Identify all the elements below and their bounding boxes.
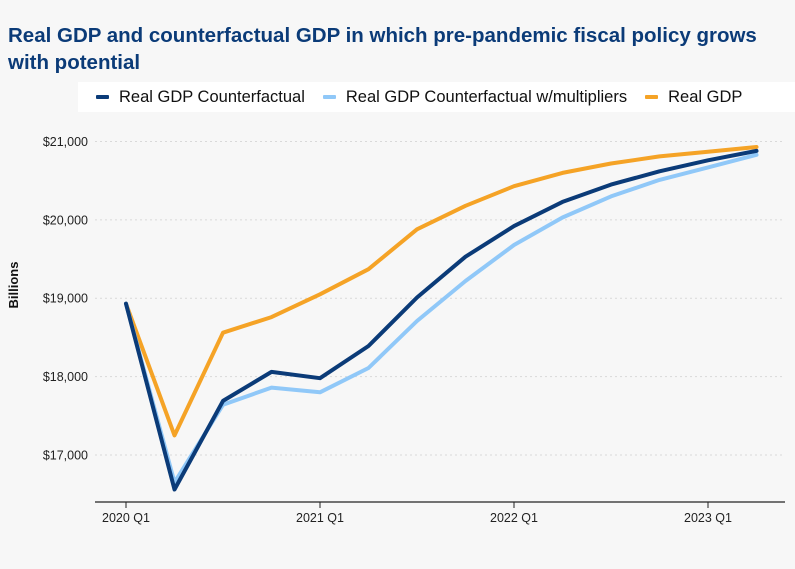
y-tick-label: $20,000	[43, 213, 88, 227]
legend-swatch-counterfactual-multipliers	[322, 95, 336, 99]
series-line-counterfactual-multipliers	[124, 152, 759, 485]
x-tick-label: 2020 Q1	[102, 511, 150, 525]
legend-swatch-counterfactual	[96, 95, 109, 99]
y-tick-label: $21,000	[43, 135, 88, 149]
legend-label-counterfactual: Real GDP Counterfactual	[119, 87, 305, 106]
series-line-real-gdp	[124, 145, 759, 438]
legend-label-counterfactual-multipliers: Real GDP Counterfactual w/multipliers	[345, 87, 628, 106]
legend-item-counterfactual[interactable]: Real GDP Counterfactual	[96, 88, 305, 107]
series-line-counterfactual	[124, 148, 759, 492]
x-tick-label: 2021 Q1	[296, 511, 344, 525]
y-tick-label: $17,000	[43, 448, 88, 462]
legend-swatch-real-gdp	[645, 95, 659, 99]
y-tick-label: $18,000	[43, 370, 88, 384]
y-tick-label: $19,000	[43, 292, 88, 306]
x-tick-label: 2022 Q1	[490, 511, 538, 525]
chart-title: Real GDP and counterfactual GDP in which…	[8, 24, 757, 74]
legend-item-counterfactual-multipliers[interactable]: Real GDP Counterfactual w/multipliers	[322, 87, 628, 107]
legend-item-real-gdp[interactable]: Real GDP	[645, 88, 742, 107]
x-tick-label: 2023 Q1	[684, 511, 732, 525]
legend-label-real-gdp: Real GDP	[668, 87, 743, 106]
chart-legend: Real GDP Counterfactual Real GDP Counter…	[78, 82, 795, 112]
